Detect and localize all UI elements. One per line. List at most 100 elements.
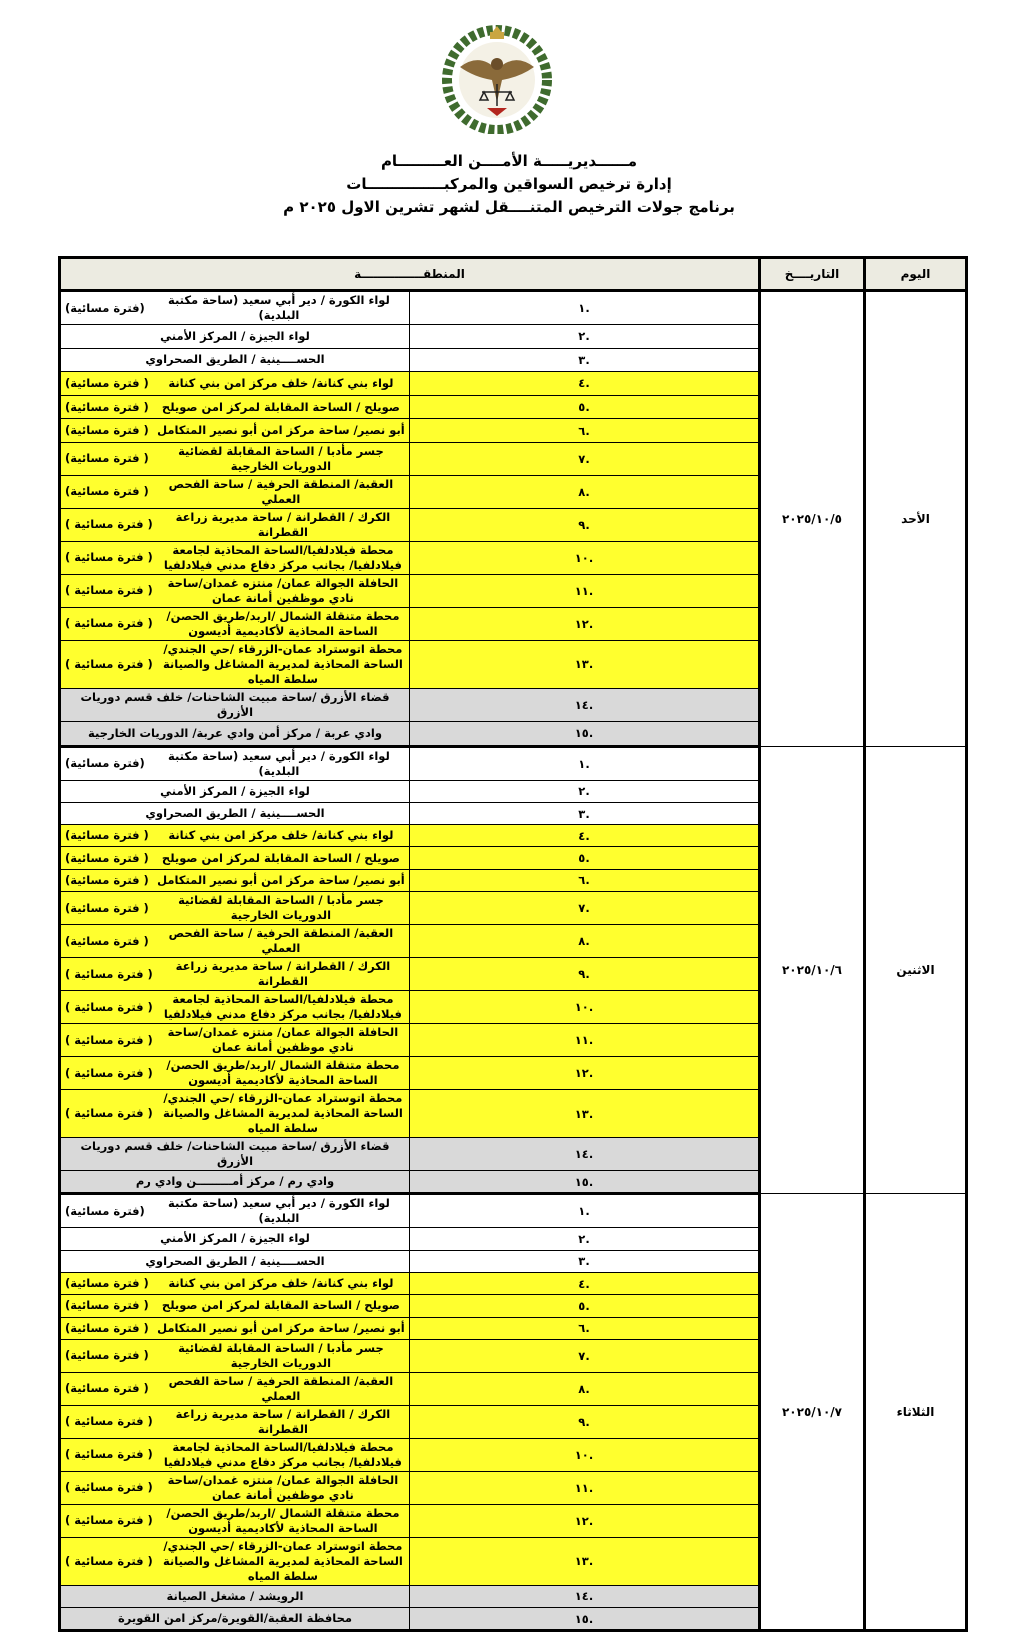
- area-column-cell: العقبة/ المنطقة الحرفية / ساحة الفحص الع…: [59, 924, 410, 959]
- area-cell: صويلح / الساحة المقابلة لمركز امن صويلح (…: [65, 851, 405, 866]
- area-text: لواء الجيزة / المركز الأمني: [160, 328, 310, 343]
- area-text: لواء بني كنانة/ خلف مركز امن بني كنانة: [168, 828, 394, 843]
- area-text: صويلح / الساحة المقابلة لمركز امن صويلح: [161, 399, 400, 414]
- area-text: الحافلة الجوالة عمان/ منتزه غمدان/ساحة ن…: [167, 575, 399, 605]
- row-number: .٤: [409, 371, 760, 396]
- area-cell: الحســــينية / الطريق الصحراوي: [65, 352, 405, 367]
- area-column-cell: محطة فيلادلفيا/الساحة المحاذية لجامعة في…: [59, 540, 410, 575]
- area-cell: لواء الكورة / دير أبي سعيد (ساحة مكتبة ا…: [65, 293, 405, 323]
- area-column-cell: أبو نصير/ ساحة مركز امن أبو نصير المتكام…: [59, 1316, 410, 1340]
- row-number: .١٢: [409, 606, 760, 641]
- table-header-row: اليوم التاريــــخ المنطقـــــــــــــــة: [59, 257, 967, 292]
- evening-shift-note: ( فترة مسائية): [65, 484, 149, 499]
- evening-shift-note: ( فترة مسائية): [65, 1276, 149, 1291]
- area-cell: لواء بني كنانة/ خلف مركز امن بني كنانة ( …: [65, 828, 405, 843]
- area-text: لواء الجيزة / المركز الأمني: [160, 783, 310, 798]
- area-cell: جسر مأدبا / الساحة المقابلة لقضائية الدو…: [65, 1341, 405, 1371]
- area-text: الكرك / القطرانة / ساحة مديرية زراعة الق…: [175, 1406, 391, 1436]
- area-column-cell: الكرك / القطرانة / ساحة مديرية زراعة الق…: [59, 1404, 410, 1439]
- area-column-cell: الحافلة الجوالة عمان/ منتزه غمدان/ساحة ن…: [59, 1023, 410, 1058]
- area-column-cell: لواء بني كنانة/ خلف مركز امن بني كنانة ( …: [59, 824, 410, 848]
- row-number: .١٣: [409, 1089, 760, 1139]
- date-cell: ٢٠٢٥/١٠/٥: [758, 290, 865, 747]
- row-number: .٨: [409, 1371, 760, 1406]
- area-cell: محطة فيلادلفيا/الساحة المحاذية لجامعة في…: [65, 992, 405, 1022]
- area-text: محطة اتوستراد عمان-الزرقاء /حي الجندي/ ا…: [162, 1091, 403, 1136]
- area-text: محطة متنقلة الشمال /اربد/طريق الحصن/ الس…: [166, 608, 400, 638]
- evening-shift-note: ( فترة مسائية ): [65, 1553, 153, 1568]
- area-cell: لواء الجيزة / المركز الأمني: [65, 329, 405, 344]
- evening-shift-note: ( فترة مسائية): [65, 850, 149, 865]
- row-number: .٢: [409, 779, 760, 803]
- table-row: .٨ العقبة/ المنطقة الحرفية / ساحة الفحص ا…: [59, 474, 967, 509]
- header-day: اليوم: [863, 257, 967, 292]
- area-text: الحســــينية / الطريق الصحراوي: [145, 1253, 325, 1268]
- table-row: .٥ صويلح / الساحة المقابلة لمركز امن صويل…: [59, 394, 967, 420]
- area-column-cell: محطة فيلادلفيا/الساحة المحاذية لجامعة في…: [59, 990, 410, 1025]
- area-text: الرويشد / مشغل الصيانة: [166, 1588, 304, 1603]
- area-column-cell: جسر مأدبا / الساحة المقابلة لقضائية الدو…: [59, 1338, 410, 1373]
- area-cell: الحســــينية / الطريق الصحراوي: [65, 806, 405, 821]
- area-text: وادي رم / مركز أمـــــــــن وادي رم: [135, 1174, 335, 1189]
- table-row: .٩ الكرك / القطرانة / ساحة مديرية زراعة ا…: [59, 507, 967, 542]
- area-column-cell: قضاء الأزرق /ساحة مبيت الشاحنات/ خلف قسم…: [59, 1137, 410, 1172]
- area-cell: الحســــينية / الطريق الصحراوي: [65, 1254, 405, 1269]
- evening-shift-note: ( فترة مسائية): [65, 933, 149, 948]
- area-cell: لواء الجيزة / المركز الأمني: [65, 1231, 405, 1246]
- evening-shift-note: ( فترة مسائية): [65, 900, 149, 915]
- area-column-cell: محافظة العقبة/القويرة/مركز امن القويرة: [59, 1607, 410, 1632]
- area-text: الحافلة الجوالة عمان/ منتزه غمدان/ساحة ن…: [167, 1025, 399, 1055]
- program-title: برنامج جولات الترخيص المتنــــقل لشهر تش…: [283, 198, 735, 216]
- row-number: .١٤: [409, 1137, 760, 1172]
- area-cell: وادي رم / مركز أمـــــــــن وادي رم: [65, 1174, 405, 1189]
- area-column-cell: الرويشد / مشغل الصيانة: [59, 1584, 410, 1609]
- area-text: الحســــينية / الطريق الصحراوي: [145, 352, 325, 367]
- area-cell: الحافلة الجوالة عمان/ منتزه غمدان/ساحة ن…: [65, 1025, 405, 1055]
- area-cell: لواء الكورة / دير أبي سعيد (ساحة مكتبة ا…: [65, 749, 405, 779]
- area-cell: لواء بني كنانة/ خلف مركز امن بني كنانة ( …: [65, 1276, 405, 1291]
- table-row: .١١ الحافلة الجوالة عمان/ منتزه غمدان/ساح…: [59, 1023, 967, 1058]
- area-cell: محافظة العقبة/القويرة/مركز امن القويرة: [65, 1611, 405, 1626]
- table-row: الاثنين ٢٠٢٥/١٠/٦.١ لواء الكورة / دير أبي …: [59, 745, 967, 1195]
- area-cell: محطة اتوستراد عمان-الزرقاء /حي الجندي/ ا…: [65, 1091, 405, 1136]
- evening-shift-note: (فترة مسائية): [65, 1203, 145, 1218]
- area-text: العقبة/ المنطقة الحرفية / ساحة الفحص الع…: [168, 476, 394, 506]
- area-text: محطة اتوستراد عمان-الزرقاء /حي الجندي/ ا…: [162, 1538, 403, 1583]
- area-column-cell: لواء الكورة / دير أبي سعيد (ساحة مكتبة ا…: [59, 290, 410, 325]
- area-column-cell: محطة فيلادلفيا/الساحة المحاذية لجامعة في…: [59, 1437, 410, 1472]
- area-column-cell: الحســــينية / الطريق الصحراوي: [59, 1249, 410, 1273]
- area-text: الكرك / القطرانة / ساحة مديرية زراعة الق…: [175, 509, 391, 539]
- evening-shift-note: ( فترة مسائية): [65, 1298, 149, 1313]
- evening-shift-note: ( فترة مسائية ): [65, 1032, 153, 1047]
- header-date: التاريــــخ: [758, 257, 865, 292]
- area-column-cell: محطة متنقلة الشمال /اربد/طريق الحصن/ الس…: [59, 1503, 410, 1538]
- area-column-cell: جسر مأدبا / الساحة المقابلة لقضائية الدو…: [59, 441, 410, 476]
- row-number: .١١: [409, 1023, 760, 1058]
- area-text: وادي عربة / مركز أمن وادي عربة/ الدوريات…: [88, 725, 382, 740]
- row-number: .٦: [409, 418, 760, 443]
- row-number: .١٥: [409, 1607, 760, 1632]
- row-number: .١٢: [409, 1503, 760, 1538]
- row-number: .١١: [409, 1470, 760, 1505]
- table-row: .٥ صويلح / الساحة المقابلة لمركز امن صويل…: [59, 846, 967, 870]
- table-row: .٧ جسر مأدبا / الساحة المقابلة لقضائية ال…: [59, 891, 967, 926]
- area-cell: أبو نصير/ ساحة مركز امن أبو نصير المتكام…: [65, 423, 405, 438]
- row-number: .١: [409, 1193, 760, 1229]
- area-column-cell: قضاء الأزرق /ساحة مبيت الشاحنات/ خلف قسم…: [59, 687, 410, 722]
- area-column-cell: الكرك / القطرانة / ساحة مديرية زراعة الق…: [59, 507, 410, 542]
- day-cell: الأحد: [863, 290, 967, 747]
- area-text: صويلح / الساحة المقابلة لمركز امن صويلح: [161, 850, 400, 865]
- area-cell: الحافلة الجوالة عمان/ منتزه غمدان/ساحة ن…: [65, 1473, 405, 1503]
- area-cell: أبو نصير/ ساحة مركز امن أبو نصير المتكام…: [65, 1321, 405, 1336]
- row-number: .٧: [409, 891, 760, 926]
- area-column-cell: صويلح / الساحة المقابلة لمركز امن صويلح (…: [59, 846, 410, 870]
- evening-shift-note: (فترة مسائية): [65, 300, 145, 315]
- area-cell: محطة فيلادلفيا/الساحة المحاذية لجامعة في…: [65, 1440, 405, 1470]
- table-row: .٨ العقبة/ المنطقة الحرفية / ساحة الفحص ا…: [59, 1371, 967, 1406]
- area-cell: الكرك / القطرانة / ساحة مديرية زراعة الق…: [65, 1407, 405, 1437]
- evening-shift-note: ( فترة مسائية ): [65, 1106, 153, 1121]
- area-cell: محطة اتوستراد عمان-الزرقاء /حي الجندي/ ا…: [65, 1539, 405, 1584]
- area-text: الحســــينية / الطريق الصحراوي: [145, 806, 325, 820]
- evening-shift-note: ( فترة مسائية ): [65, 583, 153, 598]
- evening-shift-note: ( فترة مسائية): [65, 872, 149, 887]
